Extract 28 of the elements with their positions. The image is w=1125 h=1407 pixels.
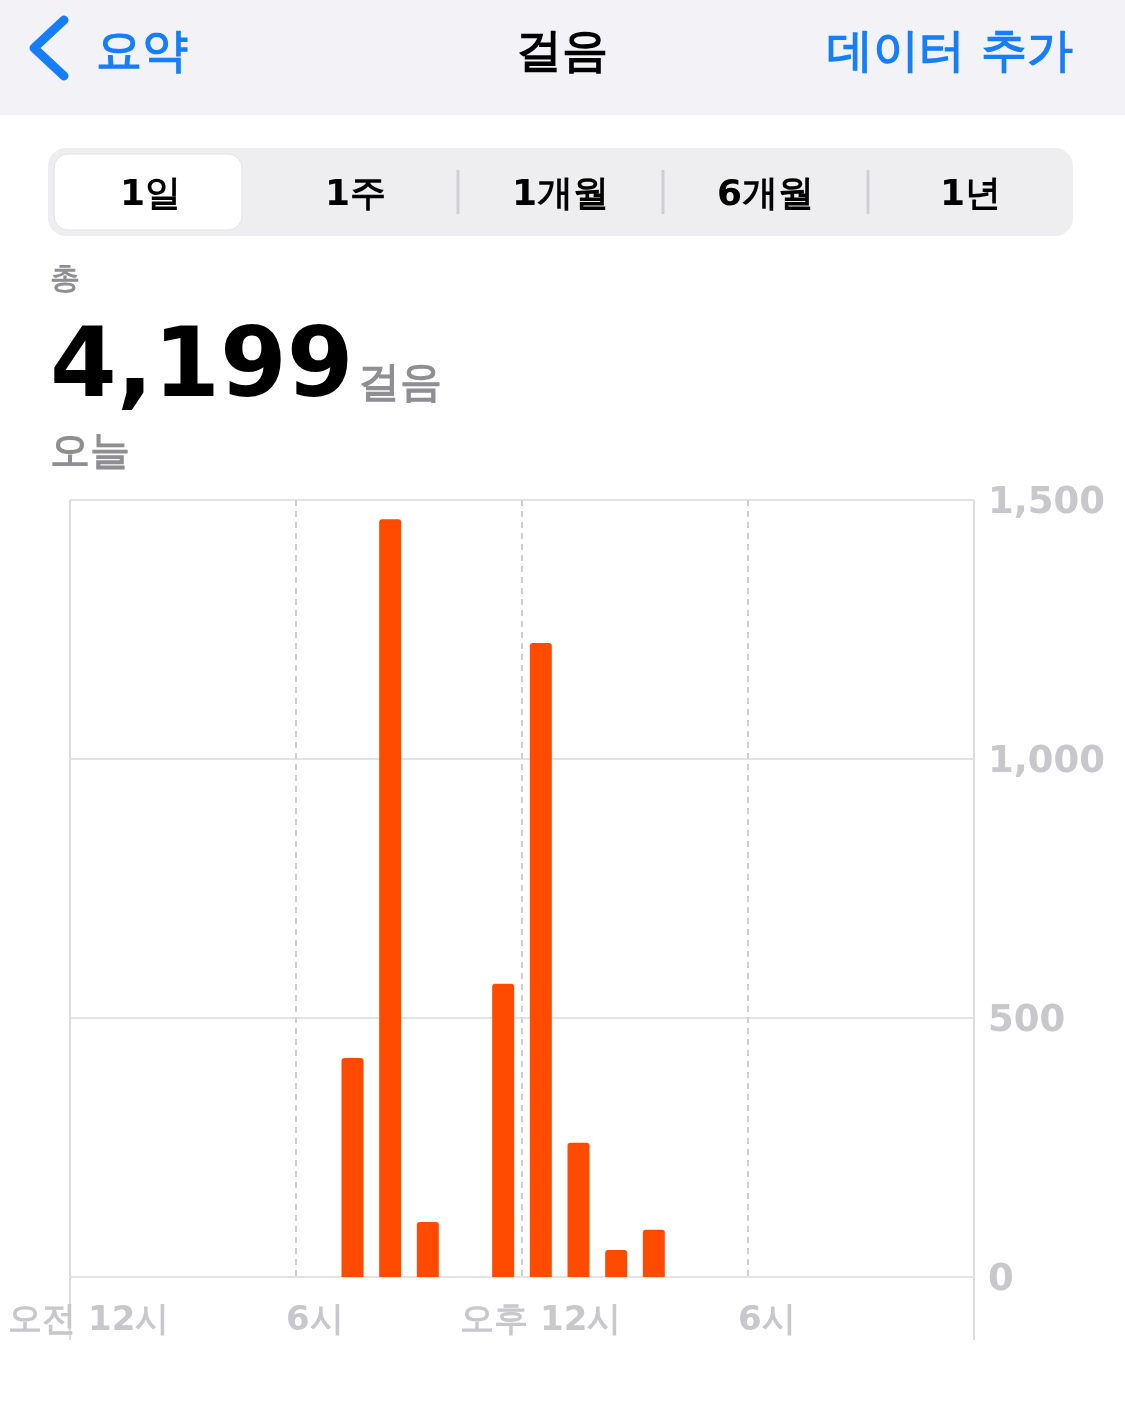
text: 걸음 bbox=[357, 357, 442, 406]
text: 오늘 bbox=[50, 427, 130, 473]
bar bbox=[567, 1142, 590, 1277]
y-tick-label: 0 bbox=[988, 1256, 1014, 1299]
x-tick-label: 6시 bbox=[286, 1298, 344, 1338]
text: 1년 bbox=[939, 172, 1002, 213]
chart-title: 걸음 bbox=[516, 23, 608, 77]
bar bbox=[379, 519, 402, 1277]
text: 1주 bbox=[324, 172, 387, 213]
text: 4,199 bbox=[50, 307, 354, 419]
text: 1일 bbox=[119, 172, 182, 213]
y-tick-label: 1,500 bbox=[988, 479, 1106, 522]
bar bbox=[341, 1057, 364, 1277]
text: 요약 bbox=[96, 23, 188, 77]
text: 데이터 추가 bbox=[826, 23, 1073, 77]
y-tick-label: 500 bbox=[988, 997, 1066, 1040]
bar bbox=[605, 1250, 628, 1277]
x-tick-label: 6시 bbox=[738, 1298, 796, 1338]
text: 1개월 bbox=[511, 172, 610, 213]
text: 총 bbox=[50, 260, 80, 295]
bar bbox=[529, 642, 552, 1277]
x-tick-label: 오후 12시 bbox=[460, 1298, 622, 1338]
x-tick-label: 오전 12시 bbox=[8, 1298, 170, 1338]
bar bbox=[642, 1229, 665, 1277]
bar bbox=[416, 1222, 439, 1277]
text: 6개월 bbox=[716, 172, 815, 213]
bar bbox=[492, 983, 515, 1277]
y-tick-label: 1,000 bbox=[988, 738, 1106, 781]
